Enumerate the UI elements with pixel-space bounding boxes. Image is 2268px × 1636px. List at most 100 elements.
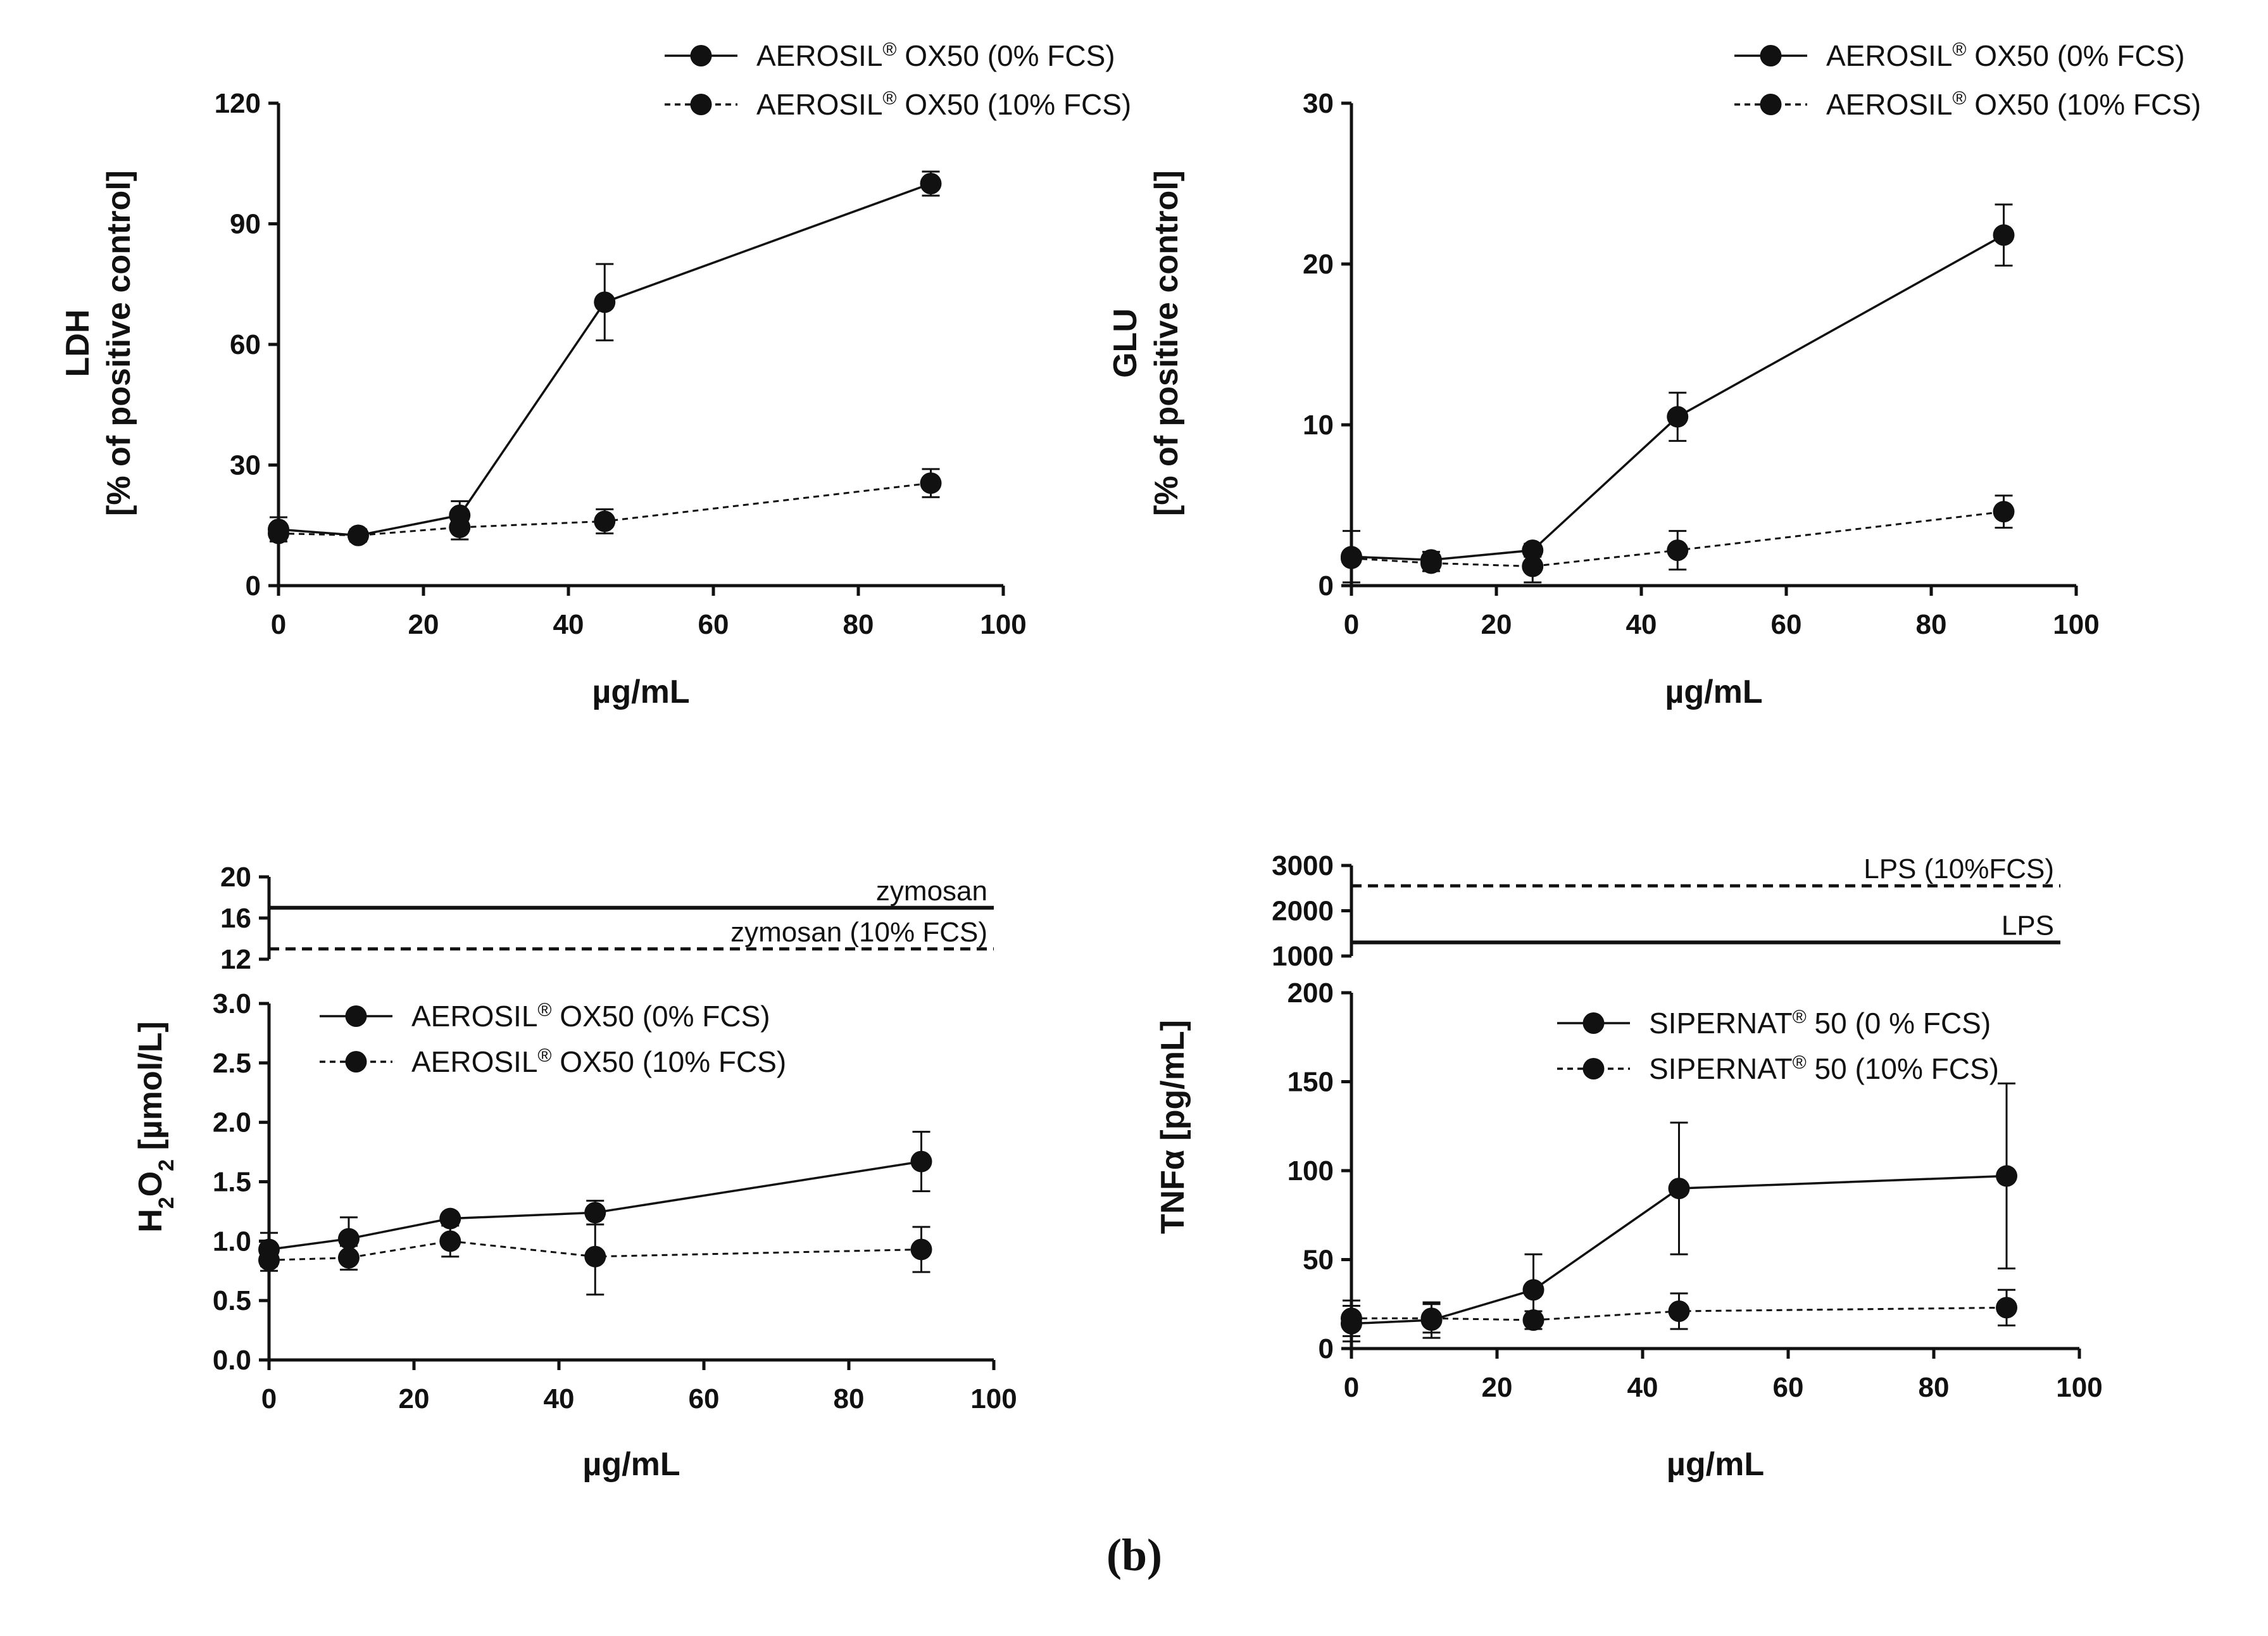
data-point: [337, 1228, 360, 1250]
series-dashed: [1341, 1288, 2017, 1337]
series-solid: [268, 170, 942, 546]
y-label-part: H: [132, 1209, 169, 1233]
series-line: [278, 482, 931, 537]
y-tick-label: 60: [230, 329, 261, 360]
x-tick-label: 60: [1773, 1372, 1804, 1403]
data-point: [594, 510, 616, 532]
y-tick-label: 0: [1319, 570, 1334, 601]
legend-label-part: OX50 (0% FCS): [1967, 39, 2185, 72]
series-dashed: [1341, 494, 2015, 584]
legend-label-part: AEROSIL: [1826, 88, 1952, 121]
data-point: [1420, 1307, 1443, 1330]
data-point: [1667, 539, 1689, 562]
upper-y-tick-label: 16: [220, 903, 251, 934]
y-tick-label: 150: [1287, 1067, 1334, 1098]
upper-y-tick-label: 12: [220, 944, 251, 975]
x-axis-label: µg/mL: [592, 674, 689, 710]
y-tick-label: 0: [246, 570, 261, 601]
data-point: [1341, 547, 1362, 569]
reference-line-label: LPS: [2002, 910, 2054, 941]
y-axis-label-line: LDH: [60, 310, 96, 377]
legend-label: AEROSIL® OX50 (10% FCS): [756, 88, 1131, 122]
data-point: [1996, 1165, 2017, 1187]
series-line: [278, 182, 932, 537]
legend-registered-mark: ®: [882, 39, 896, 60]
data-point: [1668, 1178, 1690, 1200]
y-axis-label: H2O2 [µmol/L]: [132, 1021, 179, 1233]
legend-label: SIPERNAT® 50 (10% FCS): [1649, 1052, 1999, 1086]
x-tick-label: 0: [1344, 1372, 1359, 1403]
data-point: [1522, 1309, 1544, 1331]
x-tick-label: 80: [834, 1383, 865, 1414]
caption-letter: b: [1122, 1530, 1147, 1580]
y-tick-label: 0: [1319, 1333, 1334, 1364]
x-tick-label: 60: [1771, 609, 1802, 640]
x-axis-label: µg/mL: [1665, 674, 1762, 710]
x-tick-label: 0: [261, 1383, 277, 1414]
y-tick-label: 20: [1303, 249, 1334, 280]
x-tick-label: 80: [1919, 1372, 1950, 1403]
data-point: [268, 522, 289, 544]
y-tick-label: 0.5: [213, 1285, 251, 1316]
legend-label-part: OX50 (0% FCS): [897, 39, 1115, 72]
series-line: [1351, 510, 2004, 568]
legend-label-part: AEROSIL: [411, 1045, 537, 1078]
series-dashed: [268, 468, 942, 546]
x-tick-label: 20: [399, 1383, 430, 1414]
legend-marker: [690, 94, 712, 115]
y-tick-label: 10: [1303, 410, 1334, 441]
x-tick-label: 100: [2056, 1372, 2102, 1403]
x-axis-label: µg/mL: [582, 1446, 680, 1483]
reference-line-label: LPS (10%FCS): [1864, 853, 2054, 884]
legend-registered-mark: ®: [1793, 1007, 1807, 1028]
data-point: [1993, 501, 2015, 523]
legend-marker: [1582, 1058, 1605, 1079]
x-tick-label: 0: [1344, 609, 1359, 640]
y-tick-label: 200: [1287, 978, 1334, 1009]
data-point: [258, 1249, 280, 1271]
data-point: [1668, 1300, 1690, 1322]
chart-ldh: 0 20 40 60 80 100 0 30 60 90 120 µg/mL LDH [% of posi…: [60, 39, 1131, 711]
y-tick-label: 3.0: [213, 988, 251, 1019]
legend-registered-mark: ®: [882, 88, 896, 109]
legend-marker: [345, 1051, 367, 1073]
legend-label: AEROSIL® OX50 (0% FCS): [1826, 39, 2185, 73]
data-point: [910, 1238, 932, 1261]
y-label-subscript: 2: [154, 1197, 179, 1209]
legend-marker: [1760, 94, 1782, 115]
upper-y-tick-label: 2000: [1272, 896, 1334, 927]
legend-label: AEROSIL® OX50 (0% FCS): [411, 1000, 770, 1033]
data-point: [347, 524, 369, 546]
x-tick-label: 80: [1916, 609, 1947, 640]
legend-label-part: OX50 (10% FCS): [1967, 88, 2202, 121]
upper-y-tick-label: 3000: [1272, 850, 1334, 881]
x-tick-label: 100: [980, 609, 1026, 640]
x-tick-label: 60: [698, 609, 729, 640]
x-tick-label: 100: [970, 1383, 1017, 1414]
x-tick-label: 40: [553, 609, 584, 640]
legend: AEROSIL® OX50 (0% FCS)AEROSIL® OX50 (10%…: [665, 39, 1131, 122]
legend: AEROSIL® OX50 (0% FCS) AEROSIL® OX50 (10%…: [1734, 39, 2202, 121]
legend-label-part: 50 (0 % FCS): [1807, 1007, 1991, 1040]
data-point: [594, 291, 616, 313]
legend-label-part: AEROSIL: [756, 39, 882, 72]
legend-label-part: AEROSIL: [756, 88, 882, 121]
legend: SIPERNAT® 50 (0 % FCS)SIPERNAT® 50 (10% …: [1557, 1007, 1999, 1086]
data-point: [1667, 406, 1689, 428]
chart-h2o2: 0 20 40 60 80 1000.00.51.01.52.02.53.0µg/mLH2…: [132, 862, 1017, 1483]
data-point: [920, 472, 942, 494]
data-point: [1996, 1297, 2017, 1319]
data-point: [910, 1150, 932, 1173]
legend-label-part: OX50 (10% FCS): [552, 1045, 787, 1078]
legend-registered-mark: ®: [1952, 88, 1966, 109]
legend-label-part: AEROSIL: [411, 1000, 537, 1033]
x-tick-label: 60: [689, 1383, 720, 1414]
x-tick-label: 20: [408, 609, 439, 640]
y-tick-label: 100: [1287, 1155, 1334, 1186]
data-point: [1522, 555, 1544, 577]
legend-label: AEROSIL® OX50 (0% FCS): [756, 39, 1115, 73]
legend: AEROSIL® OX50 (0% FCS)AEROSIL® OX50 (10%…: [320, 1000, 787, 1078]
caption-paren-close: ): [1147, 1530, 1162, 1580]
